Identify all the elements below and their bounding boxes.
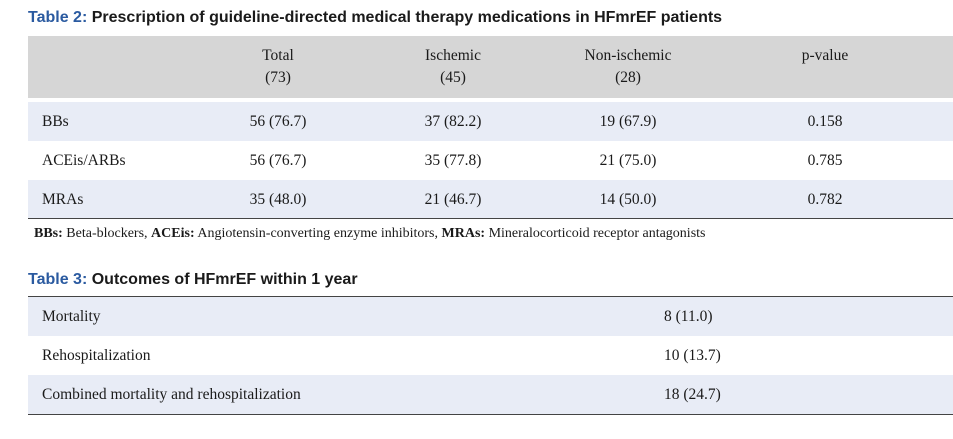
cell-p-value: 0.782 bbox=[807, 191, 843, 208]
table-row: BBs 56 (76.7) 37 (82.2) 19 (67.9) 0.158 bbox=[28, 102, 953, 141]
row-label: Rehospitalization bbox=[42, 347, 151, 364]
cell-ischemic: 37 (82.2) bbox=[424, 113, 482, 130]
cell-ischemic: 35 (77.8) bbox=[424, 152, 482, 169]
row-label: BBs bbox=[42, 113, 69, 130]
cell-total: 56 (76.7) bbox=[249, 113, 307, 130]
header-ischemic: Ischemic (45) bbox=[425, 47, 481, 86]
cell-total: 35 (48.0) bbox=[249, 191, 307, 208]
row-label: Mortality bbox=[42, 308, 101, 325]
header-p-value: p-value bbox=[801, 47, 849, 64]
header-nonischemic: Non-ischemic (28) bbox=[584, 47, 672, 86]
cell-value: 18 (24.7) bbox=[664, 386, 721, 403]
table3-top-rule bbox=[28, 296, 953, 297]
table2-header-row: Total (73) Ischemic (45) Non-ischemic (2… bbox=[28, 36, 953, 98]
table-row: Mortality 8 (11.0) bbox=[28, 297, 953, 336]
table-row: Rehospitalization 10 (13.7) bbox=[28, 336, 953, 375]
cell-nonischemic: 21 (75.0) bbox=[599, 152, 657, 169]
cell-p-value: 0.158 bbox=[807, 113, 843, 130]
table-row: MRAs 35 (48.0) 21 (46.7) 14 (50.0) 0.782 bbox=[28, 180, 953, 219]
cell-nonischemic: 19 (67.9) bbox=[599, 113, 657, 130]
table2-caption-number: Table 2: bbox=[28, 9, 88, 26]
table3-bottom-rule bbox=[28, 414, 953, 415]
cell-value: 8 (11.0) bbox=[664, 308, 713, 325]
row-label: Combined mortality and rehospitalization bbox=[42, 386, 301, 403]
row-label: MRAs bbox=[42, 191, 84, 208]
cell-value: 10 (13.7) bbox=[664, 347, 721, 364]
table3-caption: Table 3: Outcomes of HFmrEF within 1 yea… bbox=[28, 270, 358, 290]
table-row: Combined mortality and rehospitalization… bbox=[28, 375, 953, 414]
table2-bottom-rule bbox=[28, 218, 953, 219]
cell-total: 56 (76.7) bbox=[249, 152, 307, 169]
table3: Mortality 8 (11.0) Rehospitalization 10 … bbox=[28, 296, 953, 415]
table3-caption-number: Table 3: bbox=[28, 271, 88, 288]
row-label: ACEis/ARBs bbox=[42, 152, 126, 169]
cell-ischemic: 21 (46.7) bbox=[424, 191, 482, 208]
cell-nonischemic: 14 (50.0) bbox=[599, 191, 657, 208]
table3-caption-text: Outcomes of HFmrEF within 1 year bbox=[87, 271, 358, 288]
cell-p-value: 0.785 bbox=[807, 152, 843, 169]
table-row: ACEis/ARBs 56 (76.7) 35 (77.8) 21 (75.0)… bbox=[28, 141, 953, 180]
table2-caption-text: Prescription of guideline-directed medic… bbox=[87, 9, 723, 26]
header-total: Total (73) bbox=[262, 47, 294, 86]
table2: Total (73) Ischemic (45) Non-ischemic (2… bbox=[28, 36, 953, 219]
table2-caption: Table 2: Prescription of guideline-direc… bbox=[28, 8, 722, 28]
table2-footnote: BBs: Beta-blockers, ACEis: Angiotensin-c… bbox=[34, 226, 706, 241]
